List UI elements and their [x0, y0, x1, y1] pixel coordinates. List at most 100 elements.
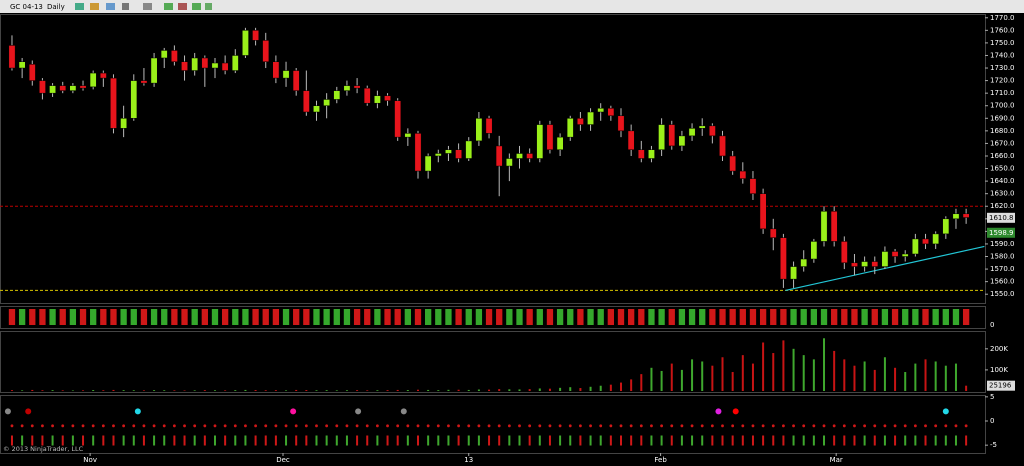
signal-bar: [244, 435, 247, 446]
signal-dot: [538, 424, 542, 428]
volume-bar: [954, 363, 957, 391]
trend-cell: [364, 309, 371, 325]
signal-bar: [731, 435, 734, 446]
volume-bar: [680, 369, 683, 391]
signal-bar: [203, 435, 206, 446]
y-tick-label: 5: [990, 393, 994, 401]
signal-dot: [203, 424, 207, 428]
symbol[interactable]: GC 04-13: [10, 3, 43, 11]
candle-body: [678, 135, 686, 147]
trend-cell: [800, 309, 807, 325]
signal-bar: [873, 435, 876, 446]
candle-body: [840, 241, 848, 264]
volume-bar: [853, 365, 856, 391]
trend-cell: [201, 309, 208, 325]
signal-dot: [41, 424, 44, 428]
tool-icon[interactable]: [90, 3, 99, 10]
signal-bar: [396, 435, 399, 446]
volume-bar: [569, 387, 572, 391]
volume-bar: [82, 390, 85, 391]
signal-dot: [619, 424, 623, 428]
candle-body: [252, 30, 259, 41]
tool-icon[interactable]: [178, 3, 187, 10]
volume-bar: [467, 389, 470, 391]
trend-cell: [130, 309, 137, 325]
candle-body: [901, 253, 909, 257]
trend-cell: [424, 309, 432, 325]
trend-cell: [678, 309, 686, 325]
volume-bar: [660, 370, 663, 391]
x-tick-label: Dec: [276, 456, 290, 464]
candle-body: [333, 90, 341, 100]
tool-icon[interactable]: [122, 3, 129, 10]
volume-bar: [609, 384, 612, 391]
volume-bar: [183, 390, 186, 391]
signal-dot: [893, 424, 897, 428]
trend-cell: [891, 309, 899, 325]
signal-dot: [842, 424, 846, 428]
trend-cell: [69, 309, 77, 325]
signal-dot: [375, 424, 379, 428]
signal-bar: [660, 435, 663, 446]
volume-bar: [528, 389, 531, 391]
tool-icon[interactable]: [205, 3, 212, 10]
signal-bar: [467, 435, 470, 446]
volume-bar: [71, 390, 74, 391]
signal-dot: [112, 424, 115, 428]
signal-dot: [507, 424, 511, 428]
signal-bar: [305, 435, 308, 446]
copyright: © 2013 NinjaTrader, LLC: [3, 445, 84, 453]
signal-bar: [274, 435, 277, 446]
signal-bar: [295, 435, 298, 446]
tool-icon[interactable]: [75, 3, 84, 10]
trend-cell: [831, 309, 838, 325]
signal-dot: [355, 424, 359, 428]
y-tick-label: 1720.0: [990, 77, 1015, 85]
candle-body: [59, 85, 67, 91]
signal-dot: [924, 424, 927, 428]
volume-bar: [548, 388, 551, 391]
x-tick-label: Feb: [654, 456, 667, 464]
signal-bar: [335, 435, 338, 446]
signal-dot: [20, 424, 24, 428]
volume-bar: [102, 390, 105, 391]
y-tick-label: 1770.0: [990, 14, 1015, 22]
trend-cell: [648, 309, 655, 325]
trend-cell: [688, 309, 696, 325]
signal-dot: [325, 424, 329, 428]
signal-bar: [914, 435, 917, 446]
signal-bar: [944, 435, 947, 446]
trend-cell: [841, 309, 848, 325]
signal-bar: [71, 435, 74, 446]
trend-cell: [49, 309, 56, 325]
signal-bar: [721, 435, 724, 446]
volume-bar: [234, 390, 237, 391]
signal-dot: [477, 424, 481, 428]
signal-bar: [802, 435, 805, 446]
volume-bar: [264, 390, 267, 391]
candle-body: [759, 193, 767, 230]
trend-cell: [902, 309, 909, 325]
candle-body: [891, 251, 899, 257]
tool-icon[interactable]: [192, 3, 201, 10]
signal-bar: [518, 435, 521, 446]
volume-bar: [437, 390, 440, 391]
volume-bar: [488, 389, 491, 391]
volume-bar: [325, 390, 328, 391]
trend-cell: [952, 309, 960, 325]
tool-icon[interactable]: [164, 3, 173, 10]
signal-bar: [488, 435, 491, 446]
candle-body: [739, 170, 747, 179]
signal-bar: [376, 435, 379, 446]
volume-bar: [731, 372, 734, 391]
signal-bar: [457, 435, 460, 446]
trend-cell: [820, 309, 828, 325]
volume-bar: [163, 390, 166, 391]
tool-icon[interactable]: [143, 3, 152, 10]
candle-body: [698, 125, 706, 129]
tool-icon[interactable]: [106, 3, 115, 10]
period[interactable]: Daily: [47, 3, 65, 11]
signal-bar: [406, 435, 409, 446]
trend-cell: [232, 309, 239, 325]
signal-marker: [942, 408, 949, 415]
